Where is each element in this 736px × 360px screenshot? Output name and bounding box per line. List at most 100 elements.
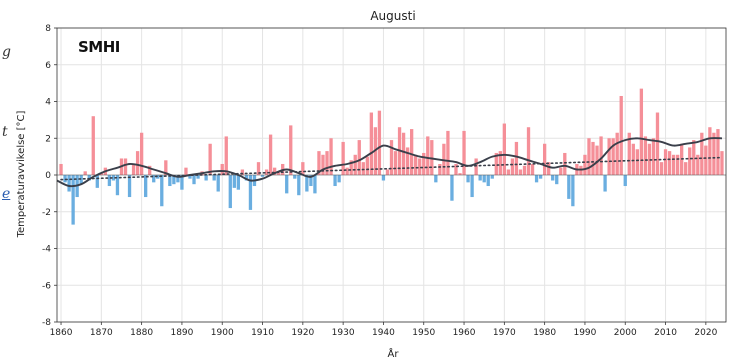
bar-1930 xyxy=(341,141,345,175)
bar-2004 xyxy=(639,88,644,175)
bar-1956 xyxy=(446,130,450,175)
x-tick-label: 1990 xyxy=(573,328,596,338)
x-tick-label: 2000 xyxy=(614,328,637,338)
bar-1921 xyxy=(305,175,309,192)
bar-1897 xyxy=(208,143,212,175)
bar-2008 xyxy=(655,112,660,175)
x-tick-label: 2020 xyxy=(694,328,717,338)
bar-1891 xyxy=(184,167,188,175)
bar-1887 xyxy=(168,175,172,187)
bar-2013 xyxy=(675,154,680,175)
x-tick-label: 1970 xyxy=(493,328,516,338)
bar-1922 xyxy=(309,175,313,187)
bar-1873 xyxy=(111,175,116,181)
text-fragment-1: g xyxy=(2,44,11,60)
bar-1982 xyxy=(551,175,555,181)
bar-1948 xyxy=(414,154,418,175)
x-tick-label: 1950 xyxy=(412,328,435,338)
bar-1993 xyxy=(595,145,599,175)
bar-1996 xyxy=(607,138,611,175)
x-tick-label: 1920 xyxy=(291,328,314,338)
bar-1971 xyxy=(506,169,511,175)
bar-1977 xyxy=(530,163,535,175)
bar-1950 xyxy=(422,152,426,175)
bar-1986 xyxy=(567,175,571,199)
bar-1881 xyxy=(144,175,148,198)
bar-1906 xyxy=(244,175,249,181)
bar-1867 xyxy=(87,175,91,181)
bar-1916 xyxy=(285,175,289,194)
bar-1878 xyxy=(131,163,136,175)
x-axis-title: År xyxy=(388,347,400,360)
bar-1877 xyxy=(127,175,132,198)
x-tick-label: 1860 xyxy=(50,328,73,338)
bar-2011 xyxy=(667,151,672,175)
bar-1865 xyxy=(79,175,83,185)
bar-1862 xyxy=(67,175,71,192)
bar-1860 xyxy=(59,163,63,175)
bar-1866 xyxy=(83,171,87,175)
bar-1967 xyxy=(490,175,494,179)
bar-1869 xyxy=(95,175,99,188)
bar-1924 xyxy=(317,151,321,175)
text-fragment-link[interactable]: e xyxy=(2,186,11,202)
bar-1918 xyxy=(293,175,297,179)
bar-1902 xyxy=(228,175,232,209)
bar-1965 xyxy=(482,175,486,183)
bar-1953 xyxy=(434,175,438,183)
x-tick-label: 1880 xyxy=(130,328,153,338)
bar-2012 xyxy=(671,154,676,175)
bar-1976 xyxy=(526,127,531,175)
bar-1904 xyxy=(236,175,241,190)
x-tick-label: 1910 xyxy=(251,328,274,338)
bar-2001 xyxy=(627,132,631,175)
bar-1968 xyxy=(494,152,498,175)
bar-1868 xyxy=(91,116,95,175)
x-tick-label: 1870 xyxy=(90,328,113,338)
bar-1933 xyxy=(353,154,357,175)
bar-1880 xyxy=(139,132,144,175)
x-tick-label: 1980 xyxy=(533,328,556,338)
bar-1925 xyxy=(321,154,325,175)
bar-1872 xyxy=(107,175,112,187)
bar-1903 xyxy=(232,175,236,188)
bar-1994 xyxy=(599,136,603,175)
bar-1995 xyxy=(603,175,607,192)
bar-1984 xyxy=(559,167,563,175)
smoothed-line xyxy=(56,137,723,188)
bar-1981 xyxy=(547,162,551,175)
x-tick-label: 1930 xyxy=(332,328,355,338)
bar-1907 xyxy=(248,175,253,210)
bar-1949 xyxy=(418,158,422,175)
bar-1974 xyxy=(518,169,523,175)
bar-1997 xyxy=(611,138,615,175)
bar-1936 xyxy=(365,156,369,175)
bar-1870 xyxy=(99,173,103,175)
bar-1942 xyxy=(389,140,394,175)
bar-1931 xyxy=(345,167,349,175)
bar-1951 xyxy=(426,136,430,175)
bar-2022 xyxy=(712,132,716,175)
bar-1913 xyxy=(272,167,277,175)
y-tick-label: 0 xyxy=(45,171,51,181)
bar-1876 xyxy=(123,158,128,175)
bar-1934 xyxy=(357,140,361,175)
bar-1990 xyxy=(583,154,587,175)
bar-2006 xyxy=(647,143,652,175)
bar-2007 xyxy=(651,138,656,175)
bar-1889 xyxy=(176,175,180,183)
bar-1987 xyxy=(571,175,575,207)
y-tick-label: -6 xyxy=(42,281,51,291)
y-tick-label: -4 xyxy=(42,245,51,255)
bar-2020 xyxy=(704,145,708,175)
x-tick-label: 2010 xyxy=(654,328,677,338)
bar-1927 xyxy=(329,138,333,175)
bar-2023 xyxy=(716,129,720,175)
bar-1932 xyxy=(349,160,353,175)
bar-2010 xyxy=(663,149,668,175)
y-axis-title: Temperaturavvikelse [°C] xyxy=(16,110,27,238)
bar-1969 xyxy=(498,151,502,175)
bars xyxy=(59,88,724,225)
bar-1912 xyxy=(268,134,273,175)
